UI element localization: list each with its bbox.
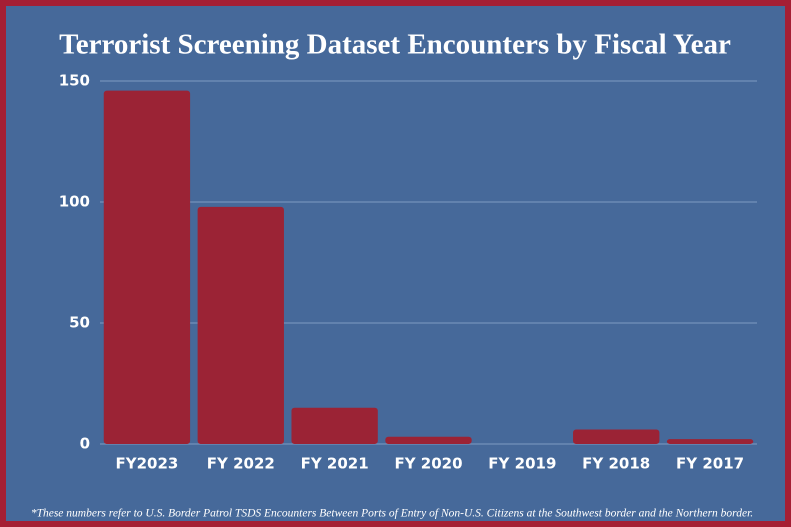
bar — [198, 207, 284, 444]
x-tick-label: FY 2022 — [207, 455, 275, 473]
footnote: *These numbers refer to U.S. Border Patr… — [31, 508, 753, 520]
x-tick-label: FY2023 — [115, 455, 178, 473]
page: Terrorist Screening Dataset Encounters b… — [0, 0, 791, 527]
bar — [573, 429, 659, 444]
chart-title: Terrorist Screening Dataset Encounters b… — [59, 29, 731, 61]
x-tick-label: FY 2021 — [301, 455, 369, 473]
y-tick-label: 100 — [59, 193, 90, 211]
bar — [667, 439, 753, 444]
y-tick-label: 50 — [69, 314, 90, 332]
x-tick-label: FY 2017 — [676, 455, 744, 473]
chart: Terrorist Screening Dataset Encounters b… — [0, 0, 791, 527]
x-tick-label: FY 2020 — [394, 455, 462, 473]
y-tick-label: 0 — [80, 435, 90, 453]
x-tick-label: FY 2019 — [488, 455, 556, 473]
bar — [291, 408, 377, 444]
bar — [104, 91, 190, 444]
x-tick-label: FY 2018 — [582, 455, 650, 473]
bar — [385, 437, 471, 444]
y-tick-label: 150 — [59, 72, 90, 90]
